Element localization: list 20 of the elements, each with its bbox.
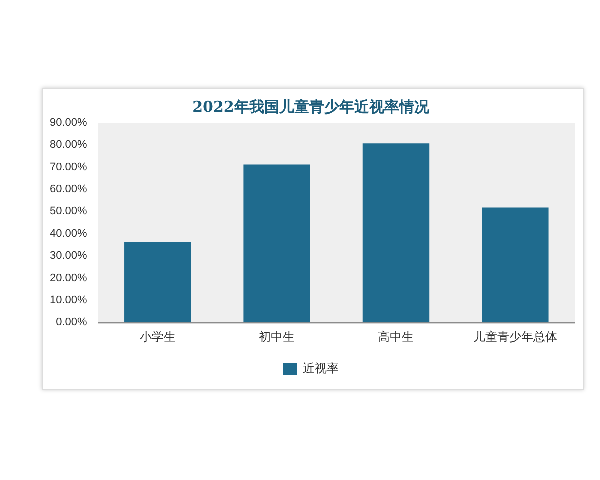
bar <box>124 242 192 323</box>
chart-title: 2022年我国儿童青少年近视率情况 <box>192 98 430 116</box>
bar <box>482 208 549 323</box>
y-tick-label: 0.00% <box>56 316 88 329</box>
y-tick-label: 40.00% <box>50 228 88 240</box>
x-tick-label: 儿童青少年总体 <box>473 330 558 344</box>
y-tick-label: 10.00% <box>50 294 88 306</box>
y-tick-label: 70.00% <box>50 161 88 174</box>
x-tick-label: 小学生 <box>140 330 176 344</box>
y-tick-label: 80.00% <box>50 139 88 152</box>
y-tick-label: 30.00% <box>50 250 88 262</box>
y-tick-label: 50.00% <box>50 206 88 218</box>
y-tick-label: 20.00% <box>50 272 88 284</box>
y-tick-label: 90.00% <box>50 117 88 130</box>
y-tick-label: 60.00% <box>50 184 88 196</box>
x-tick-label: 高中生 <box>378 330 414 344</box>
x-tick-label: 初中生 <box>259 330 296 344</box>
bar <box>244 164 310 323</box>
bar <box>362 144 430 323</box>
legend-label: 近视率 <box>303 361 339 376</box>
